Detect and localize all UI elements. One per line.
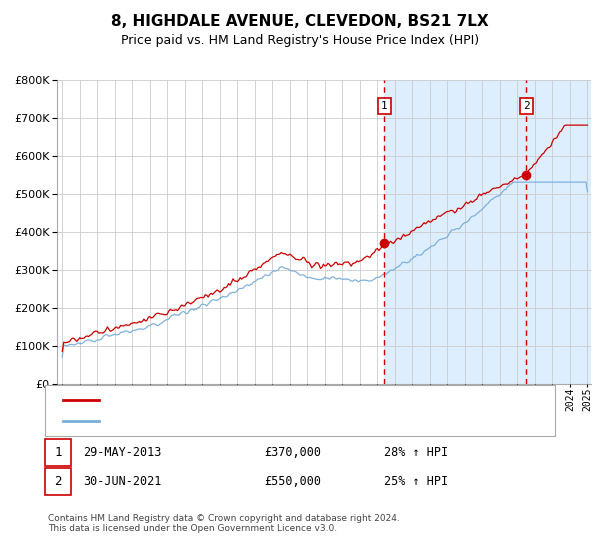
Text: 1: 1 xyxy=(381,101,388,111)
Text: 2: 2 xyxy=(54,475,62,488)
Text: 2: 2 xyxy=(523,101,530,111)
Text: 8, HIGHDALE AVENUE, CLEVEDON, BS21 7LX (detached house): 8, HIGHDALE AVENUE, CLEVEDON, BS21 7LX (… xyxy=(108,395,458,405)
Text: £370,000: £370,000 xyxy=(264,446,321,459)
Text: Contains HM Land Registry data © Crown copyright and database right 2024.
This d: Contains HM Land Registry data © Crown c… xyxy=(48,514,400,534)
Text: 28% ↑ HPI: 28% ↑ HPI xyxy=(384,446,448,459)
Text: 1: 1 xyxy=(54,446,62,459)
Text: Price paid vs. HM Land Registry's House Price Index (HPI): Price paid vs. HM Land Registry's House … xyxy=(121,34,479,46)
Text: HPI: Average price, detached house, North Somerset: HPI: Average price, detached house, Nort… xyxy=(108,416,403,426)
Bar xyxy=(385,80,600,384)
Text: 8, HIGHDALE AVENUE, CLEVEDON, BS21 7LX: 8, HIGHDALE AVENUE, CLEVEDON, BS21 7LX xyxy=(111,14,489,29)
Text: £550,000: £550,000 xyxy=(264,475,321,488)
Text: 25% ↑ HPI: 25% ↑ HPI xyxy=(384,475,448,488)
Text: 29-MAY-2013: 29-MAY-2013 xyxy=(83,446,161,459)
Text: 30-JUN-2021: 30-JUN-2021 xyxy=(83,475,161,488)
